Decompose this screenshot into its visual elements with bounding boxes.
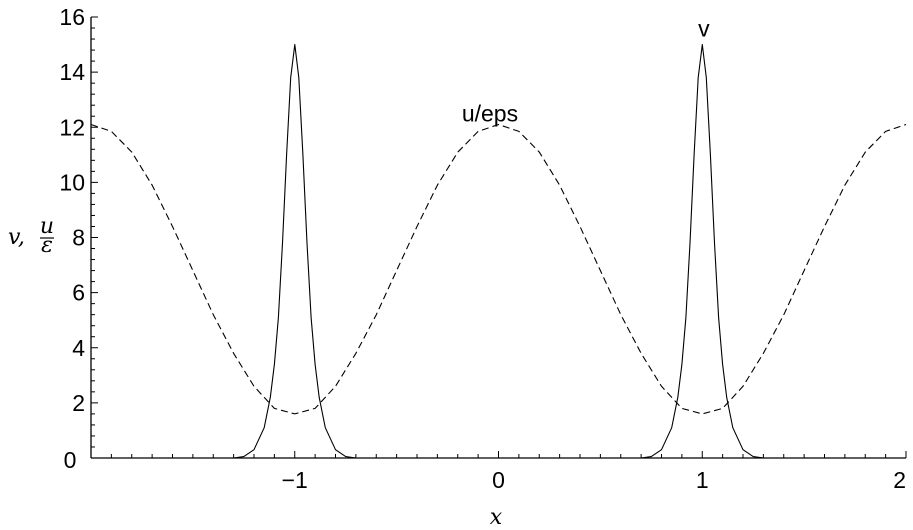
axes-frame	[90, 17, 906, 459]
y-axis-label: v, u ε	[8, 214, 54, 258]
svg-text:u: u	[40, 214, 54, 239]
y-tick-label: 16	[59, 4, 85, 30]
y-tick-label: 14	[59, 59, 85, 85]
x-axis-label: x	[490, 505, 503, 530]
annotation-label: v	[698, 15, 710, 41]
y-tick-label: 6	[72, 280, 85, 306]
svg-text:v,: v,	[8, 225, 25, 250]
x-tick-label: 2	[893, 467, 906, 493]
y-tick-label: 2	[72, 390, 85, 416]
axis-ticks	[90, 16, 907, 459]
annotation-label: u/eps	[462, 101, 518, 127]
x-tick-label: 1	[696, 467, 709, 493]
y-tick-label: 12	[59, 114, 85, 140]
y-tick-label: 4	[72, 335, 85, 361]
svg-text:ε: ε	[41, 233, 53, 258]
origin-label: 0	[64, 447, 77, 473]
y-tick-label: 8	[72, 225, 85, 251]
x-tick-label: 0	[492, 467, 505, 493]
series-line-u-eps	[90, 123, 907, 415]
series-line-v	[91, 44, 906, 459]
y-tick-label: 10	[59, 169, 85, 195]
series-layer: v u/eps	[90, 15, 907, 459]
x-tick-label: −1	[282, 467, 308, 493]
